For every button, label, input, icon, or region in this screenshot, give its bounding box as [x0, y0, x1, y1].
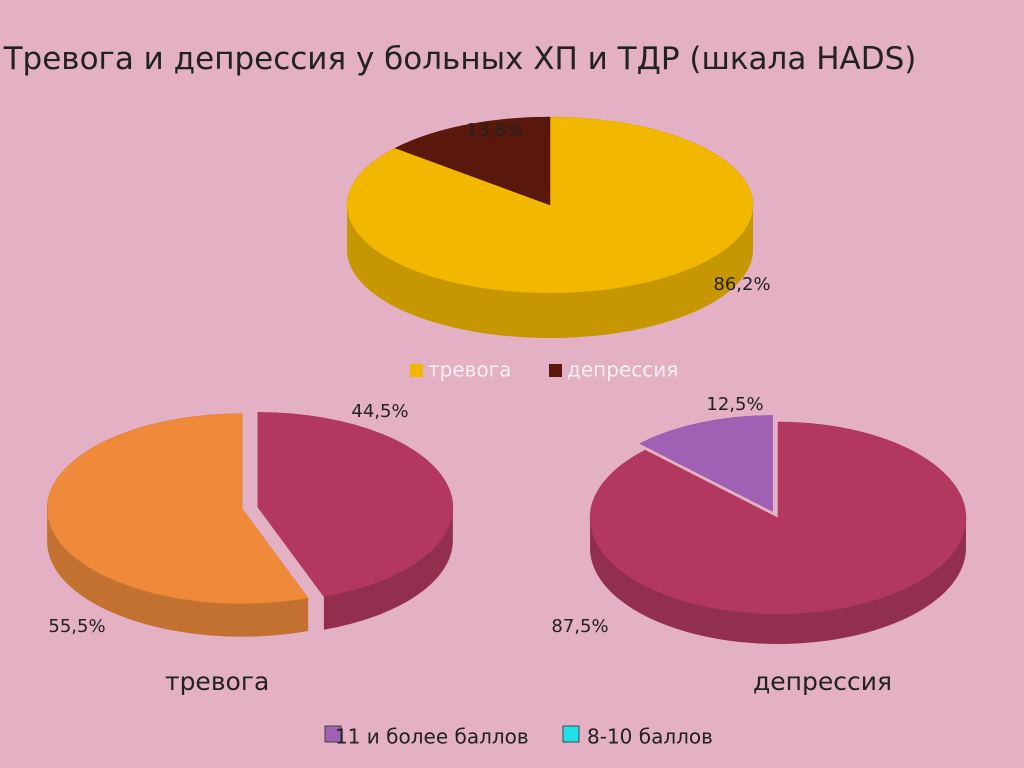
pie-side — [47, 508, 309, 637]
chart-title: Тревога и депрессия у больных ХП и ТДР (… — [3, 41, 917, 77]
data-label: 55,5% — [48, 616, 105, 637]
pie-slice — [639, 415, 773, 512]
pie-title: тревога — [165, 667, 270, 696]
pie-side — [323, 507, 453, 630]
legend-swatch — [324, 725, 342, 743]
data-label: 12,5% — [706, 394, 763, 415]
legend-swatch — [549, 364, 562, 377]
data-label: 44,5% — [351, 401, 408, 422]
pie-slice — [589, 421, 967, 615]
legend-swatch — [562, 725, 580, 743]
pie-slice — [46, 413, 309, 604]
legend-label: 8-10 баллов — [587, 725, 713, 749]
data-label: 13,8% — [466, 120, 523, 141]
legend-label: депрессия — [567, 358, 678, 382]
pie-slice — [257, 412, 454, 597]
pie-title: депрессия — [753, 667, 893, 696]
pie-side — [347, 205, 753, 338]
legend-swatch — [410, 364, 423, 377]
legend-label: 11 и более баллов — [335, 725, 529, 749]
pie-slice — [394, 116, 551, 206]
data-label: 87,5% — [551, 616, 608, 637]
pie-side — [590, 518, 966, 644]
data-label: 86,2% — [713, 274, 770, 295]
legend-label: тревога — [428, 358, 511, 382]
